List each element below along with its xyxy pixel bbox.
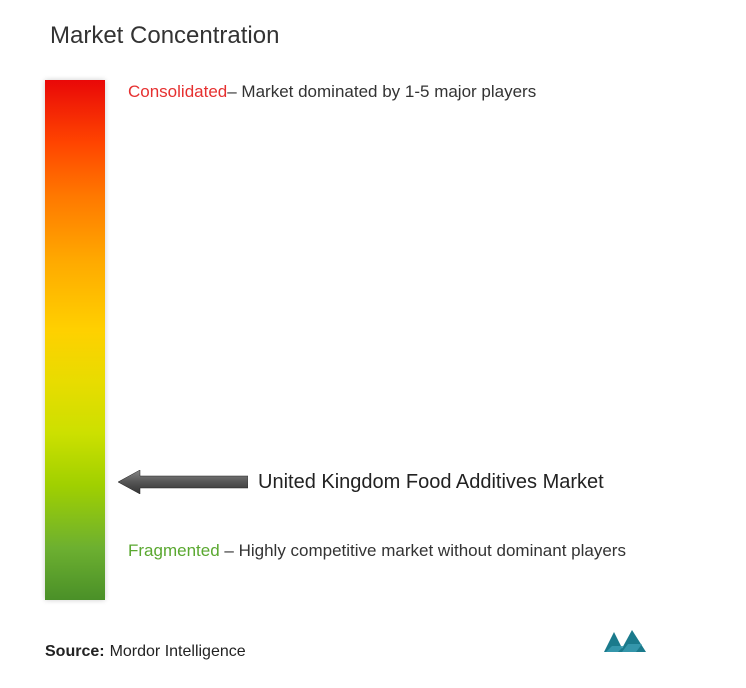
consolidated-text: – Market dominated by 1-5 major players — [227, 82, 536, 101]
market-position-marker: United Kingdom Food Additives Market — [118, 470, 604, 494]
page-title: Market Concentration — [50, 22, 279, 50]
mordor-intelligence-logo-icon — [602, 628, 648, 654]
fragmented-description-row: Fragmented – Highly competitive market w… — [128, 535, 706, 567]
arrow-left-icon — [118, 470, 248, 494]
source-value: Mordor Intelligence — [110, 643, 246, 660]
fragmented-text: – Highly competitive market without domi… — [220, 541, 626, 560]
source-attribution: Source: Mordor Intelligence — [45, 643, 246, 661]
consolidated-keyword: Consolidated — [128, 82, 227, 101]
concentration-gradient-bar — [45, 80, 105, 600]
fragmented-keyword: Fragmented — [128, 541, 220, 560]
source-label: Source: — [45, 643, 105, 660]
market-name-label: United Kingdom Food Additives Market — [258, 471, 604, 494]
consolidated-description-row: Consolidated– Market dominated by 1-5 ma… — [128, 80, 706, 104]
